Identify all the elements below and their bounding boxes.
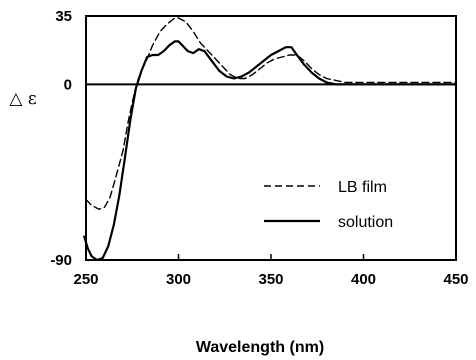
y-tick-label: 35 [55,8,72,25]
y-tick-labels: 35 0 -90 [50,8,72,269]
legend-label: LB film [338,179,387,196]
y-tick-label: 0 [64,76,72,93]
plot-frame [85,15,457,261]
x-axis-title: Wavelength (nm) [196,339,324,356]
y-axis-title: △ ε [9,89,36,109]
x-tick-label: 400 [351,271,376,288]
plot-frame-group [85,15,457,261]
x-tick-label: 350 [258,271,283,288]
y-tick-label: -90 [50,252,72,269]
series-line-solution [83,40,458,262]
series-line-lb-film [85,17,457,210]
series-lines [83,17,458,262]
x-tick-label: 300 [166,271,191,288]
x-tick-labels: 250 300 350 400 450 [73,271,468,288]
legend-label: solution [338,214,393,231]
tick-marks [85,15,457,261]
x-tick-label: 450 [443,271,468,288]
legend: LB film solution [264,179,393,231]
x-tick-label: 250 [73,271,98,288]
